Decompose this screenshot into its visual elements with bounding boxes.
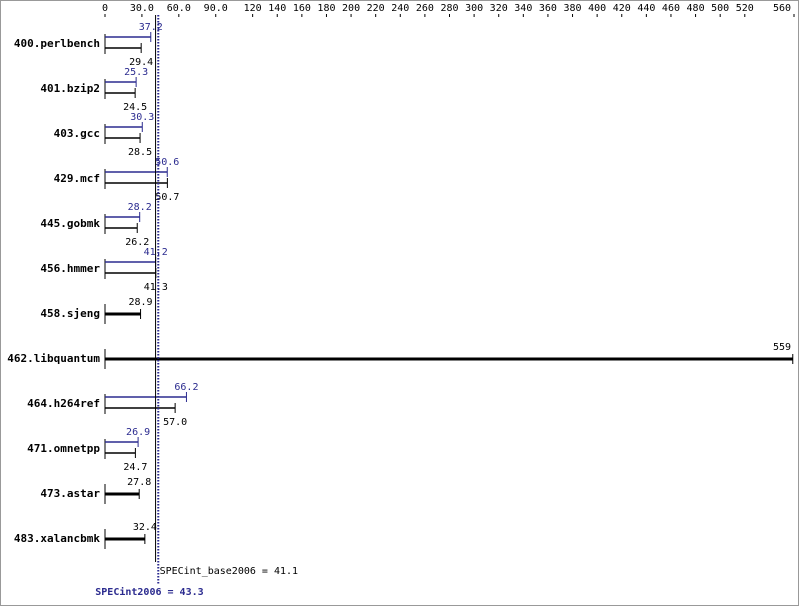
- category-label: 445.gobmk: [40, 217, 100, 230]
- summary-label: SPECint2006 = 43.3: [95, 586, 203, 598]
- value-label: 37.2: [139, 22, 163, 33]
- x-tick-label: 340: [514, 3, 532, 14]
- x-tick-label: 300: [465, 3, 483, 14]
- x-tick-label: 440: [637, 3, 655, 14]
- value-label: 24.7: [123, 462, 147, 473]
- value-label: 30.3: [130, 112, 154, 123]
- category-label: 400.perlbench: [14, 37, 100, 50]
- category-label: 473.astar: [40, 487, 100, 500]
- value-label: 26.9: [126, 427, 150, 438]
- category-label: 403.gcc: [54, 127, 100, 140]
- x-tick-label: 200: [342, 3, 360, 14]
- value-label: 26.2: [125, 237, 149, 248]
- x-tick-label: 0: [102, 3, 108, 14]
- value-label: 24.5: [123, 102, 147, 113]
- summary-label: SPECint_base2006 = 41.1: [160, 566, 298, 577]
- x-tick-label: 140: [268, 3, 286, 14]
- value-label: 28.9: [129, 297, 153, 308]
- x-tick-label: 60.0: [167, 3, 191, 14]
- x-tick-label: 460: [662, 3, 680, 14]
- value-label: 66.2: [174, 382, 198, 393]
- x-tick-label: 420: [613, 3, 631, 14]
- category-label: 471.omnetpp: [27, 442, 100, 455]
- x-tick-label: 520: [736, 3, 754, 14]
- x-tick-label: 180: [317, 3, 335, 14]
- value-label: 50.7: [155, 192, 179, 203]
- x-tick-label: 320: [490, 3, 508, 14]
- x-tick-label: 240: [391, 3, 409, 14]
- value-label: 29.4: [129, 57, 153, 68]
- x-tick-label: 360: [539, 3, 557, 14]
- value-label: 559: [773, 342, 791, 353]
- value-label: 28.2: [128, 202, 152, 213]
- category-label: 464.h264ref: [27, 397, 100, 410]
- category-label: 462.libquantum: [7, 352, 100, 365]
- value-label: 50.6: [155, 157, 179, 168]
- value-label: 57.0: [163, 417, 187, 428]
- x-tick-label: 400: [588, 3, 606, 14]
- category-label: 429.mcf: [54, 172, 100, 185]
- x-tick-label: 30.0: [130, 3, 154, 14]
- x-tick-label: 500: [711, 3, 729, 14]
- x-tick-label: 280: [440, 3, 458, 14]
- x-tick-label: 380: [564, 3, 582, 14]
- x-tick-label: 480: [687, 3, 705, 14]
- x-tick-label: 120: [244, 3, 262, 14]
- value-label: 27.8: [127, 477, 151, 488]
- x-tick-label: 220: [367, 3, 385, 14]
- category-label: 456.hmmer: [40, 262, 100, 275]
- value-label: 25.3: [124, 67, 148, 78]
- x-tick-label: 260: [416, 3, 434, 14]
- x-tick-label: 560: [773, 3, 791, 14]
- category-label: 458.sjeng: [40, 307, 100, 320]
- x-tick-label: 90.0: [204, 3, 228, 14]
- value-label: 32.4: [133, 522, 157, 533]
- value-label: 28.5: [128, 147, 152, 158]
- x-tick-label: 160: [293, 3, 311, 14]
- category-label: 483.xalancbmk: [14, 532, 100, 545]
- category-label: 401.bzip2: [40, 82, 100, 95]
